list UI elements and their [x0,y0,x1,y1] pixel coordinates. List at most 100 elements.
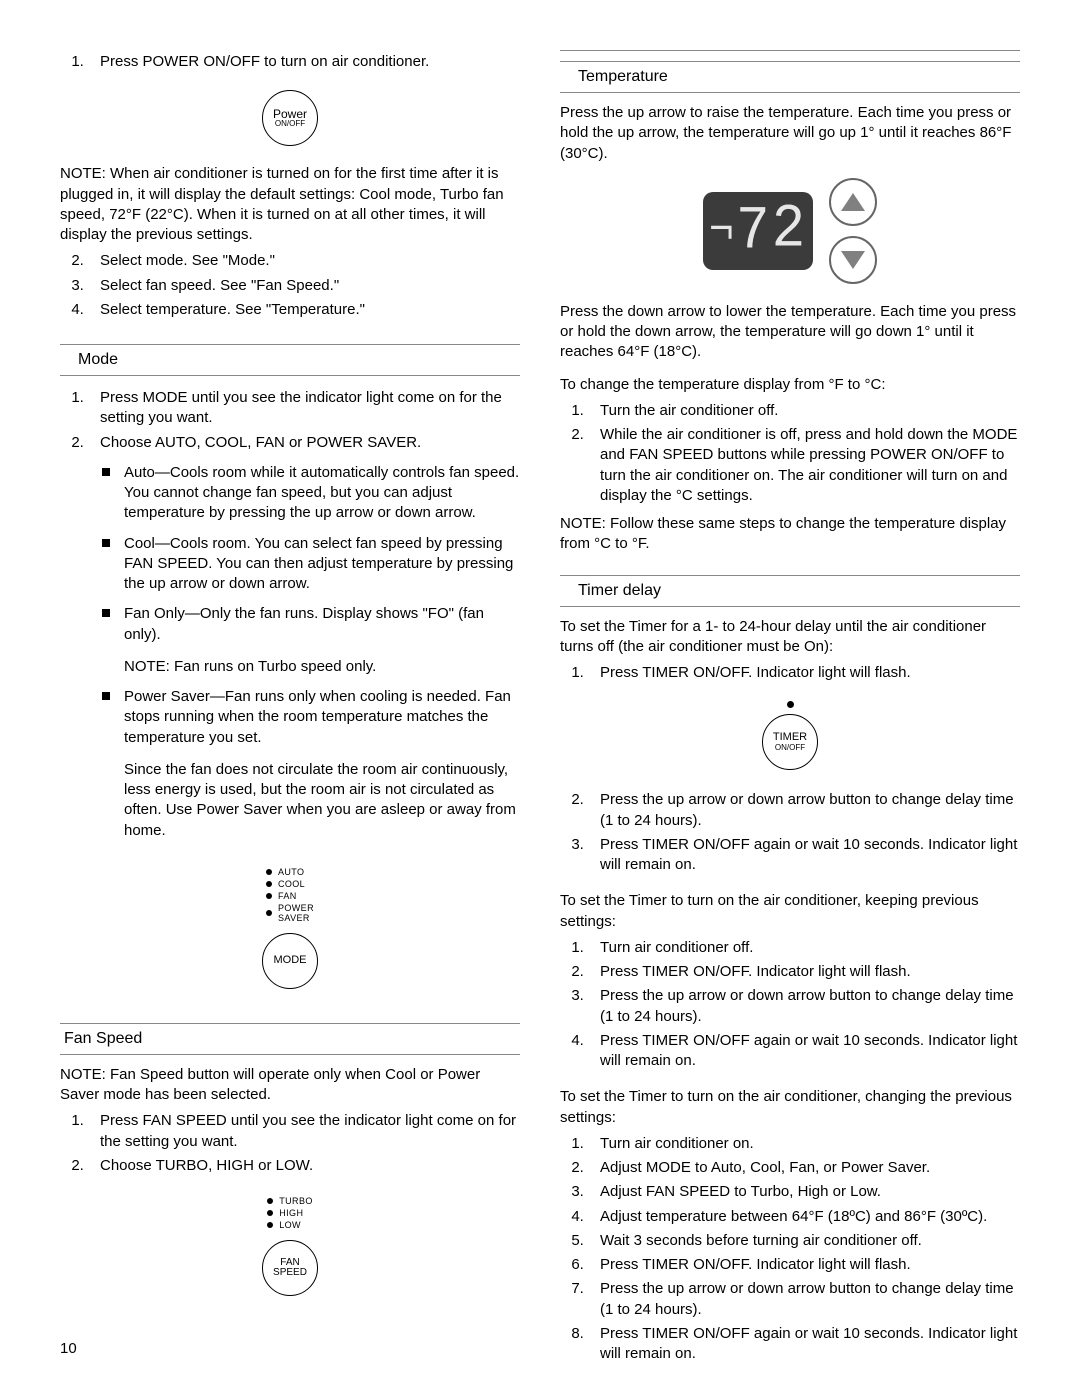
timer-button-icon: TIMER ON/OFF [762,714,818,770]
temp-change-step-1: Turn the air conditioner off. [588,401,1020,421]
temperature-display-figure: ¬7272 [560,178,1020,284]
mode-bullet-power: Power Saver—Fan runs only when cooling i… [102,687,520,841]
temperature-display: ¬7272 [703,178,877,284]
mode-bullet-fan: Fan Only—Only the fan runs. Display show… [102,604,520,677]
fan-speed-steps: Press FAN SPEED until you see the indica… [60,1111,520,1180]
mode-bullet-cool: Cool—Cools room. You can select fan spee… [102,534,520,595]
timer-c-step-3: Adjust FAN SPEED to Turbo, High or Low. [588,1182,1020,1202]
mode-steps: Press MODE until you see the indicator l… [60,388,520,457]
dot-icon [266,910,272,916]
power-button-figure: Power ON/OFF [60,90,520,146]
dot-icon [266,869,272,875]
timer-a-steps-cont: Press the up arrow or down arrow button … [560,790,1020,879]
fan-button-icon: FAN SPEED [262,1240,318,1296]
fan-speed-note: NOTE: Fan Speed button will operate only… [60,1065,520,1106]
triangle-up-icon [841,193,865,211]
fan-step-2: Choose TURBO, HIGH or LOW. [88,1156,520,1176]
dot-icon [266,881,272,887]
timer-c-steps: Turn air conditioner on. Adjust MODE to … [560,1134,1020,1369]
arrow-down-icon [829,236,877,284]
fan-button-label2: SPEED [273,1268,307,1279]
power-button-label2: ON/OFF [275,120,305,128]
temperature-readout: ¬7272 [703,192,813,270]
dot-icon [267,1210,273,1216]
timer-c-step-2: Adjust MODE to Auto, Cool, Fan, or Power… [588,1158,1020,1178]
timer-a-steps: Press TIMER ON/OFF. Indicator light will… [560,663,1020,687]
dot-icon [267,1222,273,1228]
timer-b-step-4: Press TIMER ON/OFF again or wait 10 seco… [588,1031,1020,1072]
timer-intro-c: To set the Timer to turn on the air cond… [560,1087,1020,1128]
fan-indicator-list: TURBO HIGH LOW [267,1194,313,1232]
temp-down-text: Press the down arrow to lower the temper… [560,302,1020,363]
arrow-buttons [829,178,877,284]
timer-c-step-5: Wait 3 seconds before turning air condit… [588,1231,1020,1251]
temperature-heading: Temperature [560,61,1020,93]
timer-b-step-3: Press the up arrow or down arrow button … [588,986,1020,1027]
mode-step-2: Choose AUTO, COOL, FAN or POWER SAVER. [88,433,520,453]
timer-heading: Timer delay [560,575,1020,607]
timer-button-group: TIMER ON/OFF [762,701,818,770]
mode-indicator-group: AUTO COOL FAN POWER SAVER MODE [262,865,318,989]
dot-icon [267,1198,273,1204]
mode-fan-note: NOTE: Fan runs on Turbo speed only. [124,658,376,675]
timer-a-step-1: Press TIMER ON/OFF. Indicator light will… [588,663,1020,683]
timer-b-steps: Turn air conditioner off. Press TIMER ON… [560,938,1020,1076]
arrow-up-icon [829,178,877,226]
fan-indicator-group: TURBO HIGH LOW FAN SPEED [262,1194,318,1296]
fan-ind-low: LOW [267,1220,313,1230]
left-column: Press POWER ON/OFF to turn on air condit… [60,50,520,1357]
mode-button-figure: AUTO COOL FAN POWER SAVER MODE [60,865,520,989]
timer-indicator-dot-icon [787,701,794,708]
mode-ind-auto: AUTO [266,867,314,877]
timer-a-step-2: Press the up arrow or down arrow button … [588,790,1020,831]
temp-change-note: NOTE: Follow these same steps to change … [560,514,1020,555]
mode-bullet-auto: Auto—Cools room while it automatically c… [102,463,520,524]
temperature-value: ¬7272 [709,196,807,266]
fan-ind-high: HIGH [267,1208,313,1218]
dot-icon [266,893,272,899]
mode-heading: Mode [60,344,520,376]
timer-a-step-3: Press TIMER ON/OFF again or wait 10 seco… [588,835,1020,876]
fan-step-1: Press FAN SPEED until you see the indica… [88,1111,520,1152]
intro-note: NOTE: When air conditioner is turned on … [60,164,520,245]
timer-c-step-6: Press TIMER ON/OFF. Indicator light will… [588,1255,1020,1275]
page: Press POWER ON/OFF to turn on air condit… [0,0,1080,1397]
timer-button-figure: TIMER ON/OFF [560,701,1020,770]
temp-change-intro: To change the temperature display from °… [560,375,1020,395]
intro-step-2: Select mode. See "Mode." [88,251,520,271]
top-rule [560,50,1020,51]
intro-step-4: Select temperature. See "Temperature." [88,300,520,320]
intro-steps-cont: Select mode. See "Mode." Select fan spee… [60,251,520,324]
timer-c-step-4: Adjust temperature between 64°F (18ºC) a… [588,1207,1020,1227]
mode-bullets: Auto—Cools room while it automatically c… [60,463,520,851]
fan-button-figure: TURBO HIGH LOW FAN SPEED [60,1194,520,1296]
fan-speed-heading: Fan Speed [60,1023,520,1055]
timer-c-step-1: Turn air conditioner on. [588,1134,1020,1154]
triangle-down-icon [841,251,865,269]
mode-step-1: Press MODE until you see the indicator l… [88,388,520,429]
temp-up-text: Press the up arrow to raise the temperat… [560,103,1020,164]
temp-change-step-2: While the air conditioner is off, press … [588,425,1020,506]
mode-ind-cool: COOL [266,879,314,889]
mode-bullet-fan-text: Fan Only—Only the fan runs. Display show… [124,605,484,642]
mode-bullet-power-text2: Since the fan does not circulate the roo… [124,761,516,839]
temp-change-steps: Turn the air conditioner off. While the … [560,401,1020,510]
mode-bullet-power-text: Power Saver—Fan runs only when cooling i… [124,688,511,746]
intro-list: Press POWER ON/OFF to turn on air condit… [60,52,520,76]
timer-b-step-2: Press TIMER ON/OFF. Indicator light will… [588,962,1020,982]
timer-intro-b: To set the Timer to turn on the air cond… [560,891,1020,932]
timer-b-step-1: Turn air conditioner off. [588,938,1020,958]
intro-step-1: Press POWER ON/OFF to turn on air condit… [88,52,520,72]
mode-button-icon: MODE [262,933,318,989]
mode-button-label: MODE [274,955,307,967]
fan-ind-turbo: TURBO [267,1196,313,1206]
timer-c-step-7: Press the up arrow or down arrow button … [588,1279,1020,1320]
right-column: Temperature Press the up arrow to raise … [560,50,1020,1357]
timer-button-label2: ON/OFF [775,744,805,752]
mode-ind-fan: FAN [266,891,314,901]
intro-step-3: Select fan speed. See "Fan Speed." [88,276,520,296]
power-button-icon: Power ON/OFF [262,90,318,146]
timer-intro-a: To set the Timer for a 1- to 24-hour del… [560,617,1020,658]
mode-indicator-list: AUTO COOL FAN POWER SAVER [266,865,314,925]
timer-c-step-8: Press TIMER ON/OFF again or wait 10 seco… [588,1324,1020,1365]
